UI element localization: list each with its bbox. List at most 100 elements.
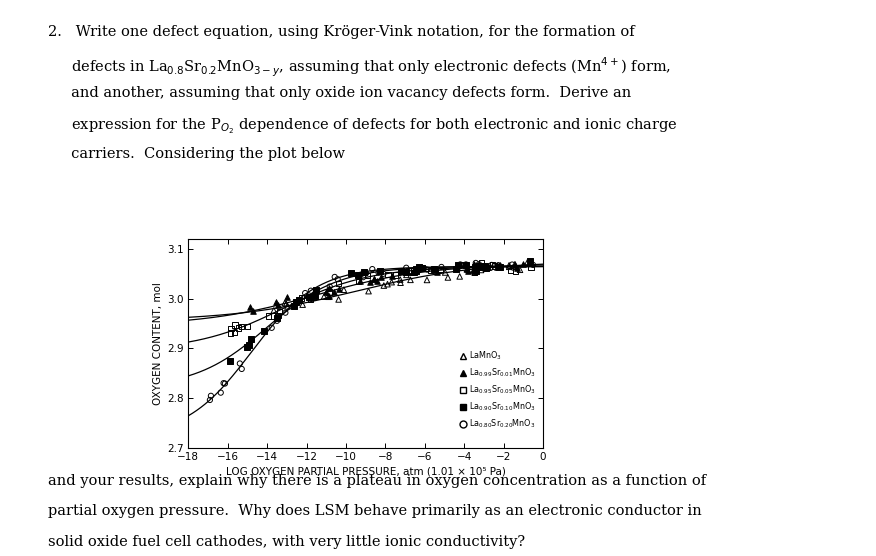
Point bbox=[343, 269, 357, 277]
Point bbox=[304, 295, 318, 304]
Point bbox=[351, 277, 365, 286]
Point bbox=[516, 260, 530, 269]
Point bbox=[385, 271, 399, 280]
Point bbox=[399, 264, 413, 272]
Text: solid oxide fuel cell cathodes, with very little ionic conductivity?: solid oxide fuel cell cathodes, with ver… bbox=[48, 535, 526, 549]
Point bbox=[406, 268, 420, 277]
Point bbox=[331, 279, 345, 288]
Point bbox=[412, 262, 426, 271]
Point bbox=[484, 260, 498, 269]
Point bbox=[493, 263, 507, 272]
Point bbox=[224, 324, 238, 333]
Point bbox=[321, 292, 336, 301]
Point bbox=[404, 275, 418, 284]
Point bbox=[434, 262, 449, 271]
Point bbox=[298, 289, 312, 297]
Point bbox=[328, 272, 342, 281]
Point bbox=[470, 262, 484, 271]
Point bbox=[371, 277, 385, 286]
Point bbox=[450, 263, 464, 272]
Point bbox=[330, 275, 344, 284]
Text: and another, assuming that only oxide ion vacancy defects form.  Derive an: and another, assuming that only oxide io… bbox=[48, 86, 632, 100]
Point bbox=[278, 299, 292, 307]
Point bbox=[300, 291, 314, 300]
Point bbox=[414, 264, 428, 272]
X-axis label: LOG OXYGEN PARTIAL PRESSURE, atm (1.01 × 10⁵ Pa): LOG OXYGEN PARTIAL PRESSURE, atm (1.01 ×… bbox=[226, 466, 505, 476]
Point bbox=[506, 263, 520, 272]
Point bbox=[367, 275, 381, 284]
Point bbox=[246, 307, 260, 316]
Text: partial oxygen pressure.  Why does LSM behave primarily as an electronic conduct: partial oxygen pressure. Why does LSM be… bbox=[48, 504, 702, 518]
Point bbox=[434, 265, 448, 274]
Text: carriers.  Considering the plot below: carriers. Considering the plot below bbox=[48, 147, 345, 161]
Point bbox=[453, 260, 467, 269]
Point bbox=[438, 268, 452, 277]
Point bbox=[354, 270, 368, 279]
Point bbox=[430, 267, 444, 276]
Point bbox=[363, 277, 377, 286]
Point bbox=[228, 328, 242, 337]
Point bbox=[409, 264, 423, 273]
Point bbox=[407, 269, 421, 277]
Point bbox=[468, 268, 482, 277]
Point bbox=[449, 265, 463, 274]
Point bbox=[243, 302, 257, 311]
Point bbox=[485, 260, 499, 269]
Point bbox=[365, 265, 379, 274]
Point bbox=[469, 267, 483, 276]
Point bbox=[233, 359, 247, 368]
Point bbox=[203, 395, 217, 404]
Point bbox=[351, 270, 365, 279]
Point bbox=[332, 285, 346, 294]
Point bbox=[456, 260, 470, 269]
Point bbox=[460, 265, 474, 274]
Point bbox=[510, 264, 524, 272]
Point bbox=[279, 299, 293, 308]
Point bbox=[373, 267, 387, 276]
Point bbox=[460, 265, 474, 274]
Point bbox=[409, 267, 423, 276]
Point bbox=[294, 294, 308, 302]
Point bbox=[472, 261, 486, 270]
Point bbox=[288, 297, 302, 306]
Point bbox=[508, 261, 522, 270]
Point bbox=[327, 287, 341, 296]
Point bbox=[309, 285, 323, 294]
Point bbox=[332, 295, 346, 304]
Point bbox=[424, 266, 438, 275]
Point bbox=[474, 266, 488, 275]
Point bbox=[308, 291, 322, 300]
Point bbox=[353, 277, 367, 286]
Point bbox=[491, 261, 505, 270]
Point bbox=[490, 263, 504, 272]
Point bbox=[505, 260, 519, 269]
Point bbox=[231, 324, 245, 332]
Point bbox=[468, 268, 482, 277]
Point bbox=[271, 301, 285, 310]
Point bbox=[459, 260, 473, 269]
Y-axis label: OXYGEN CONTENT, mol: OXYGEN CONTENT, mol bbox=[152, 282, 163, 405]
Point bbox=[262, 311, 276, 320]
Point bbox=[466, 265, 480, 274]
Point bbox=[385, 277, 399, 286]
Point bbox=[304, 286, 318, 295]
Point bbox=[393, 278, 407, 287]
Point bbox=[371, 268, 385, 277]
Point bbox=[420, 265, 434, 274]
Point bbox=[240, 322, 254, 331]
Point bbox=[502, 262, 516, 271]
Point bbox=[491, 261, 505, 270]
Point bbox=[271, 311, 285, 320]
Point bbox=[244, 334, 258, 343]
Point bbox=[228, 320, 242, 329]
Point bbox=[279, 293, 293, 302]
Point bbox=[307, 293, 321, 302]
Point bbox=[524, 262, 538, 271]
Point bbox=[322, 282, 336, 291]
Point bbox=[368, 274, 382, 283]
Point bbox=[526, 260, 540, 269]
Point bbox=[267, 306, 281, 315]
Point bbox=[272, 307, 286, 316]
Point bbox=[468, 262, 482, 271]
Point bbox=[401, 266, 415, 275]
